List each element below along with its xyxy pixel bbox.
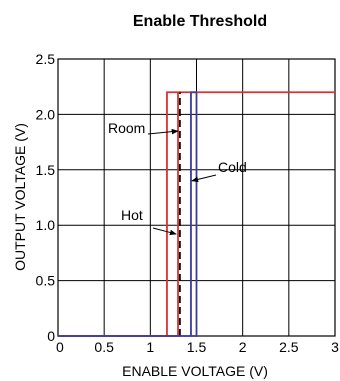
chart-title: Enable Threshold (133, 13, 267, 30)
x-tick-label: 1.5 (187, 339, 207, 355)
x-tick-label: 2 (239, 339, 247, 355)
x-axis-label: ENABLE VOLTAGE (V) (122, 363, 268, 379)
annotation-arrow-hot (153, 228, 176, 234)
x-tick-label: 0.5 (94, 339, 114, 355)
x-tick-label: 1 (146, 339, 154, 355)
y-tick-label: 0 (47, 328, 55, 344)
annotation-room: Room (108, 120, 145, 136)
y-tick-label: 2.5 (36, 51, 56, 67)
y-tick-label: 2.0 (36, 106, 56, 122)
y-axis-label: OUTPUT VOLTAGE (V) (12, 123, 28, 271)
y-tick-label: 1.0 (36, 217, 56, 233)
annotation-hot: Hot (121, 207, 143, 223)
x-tick-label: 3 (331, 339, 339, 355)
annotation-arrow-cold (192, 175, 216, 181)
x-tick-label: 2.5 (279, 339, 299, 355)
annotation-cold: Cold (218, 159, 247, 175)
annotation-arrow-room (148, 131, 178, 134)
y-tick-label: 1.5 (36, 162, 56, 178)
y-tick-label: 0.5 (36, 273, 56, 289)
x-tick-label: 0 (56, 339, 64, 355)
